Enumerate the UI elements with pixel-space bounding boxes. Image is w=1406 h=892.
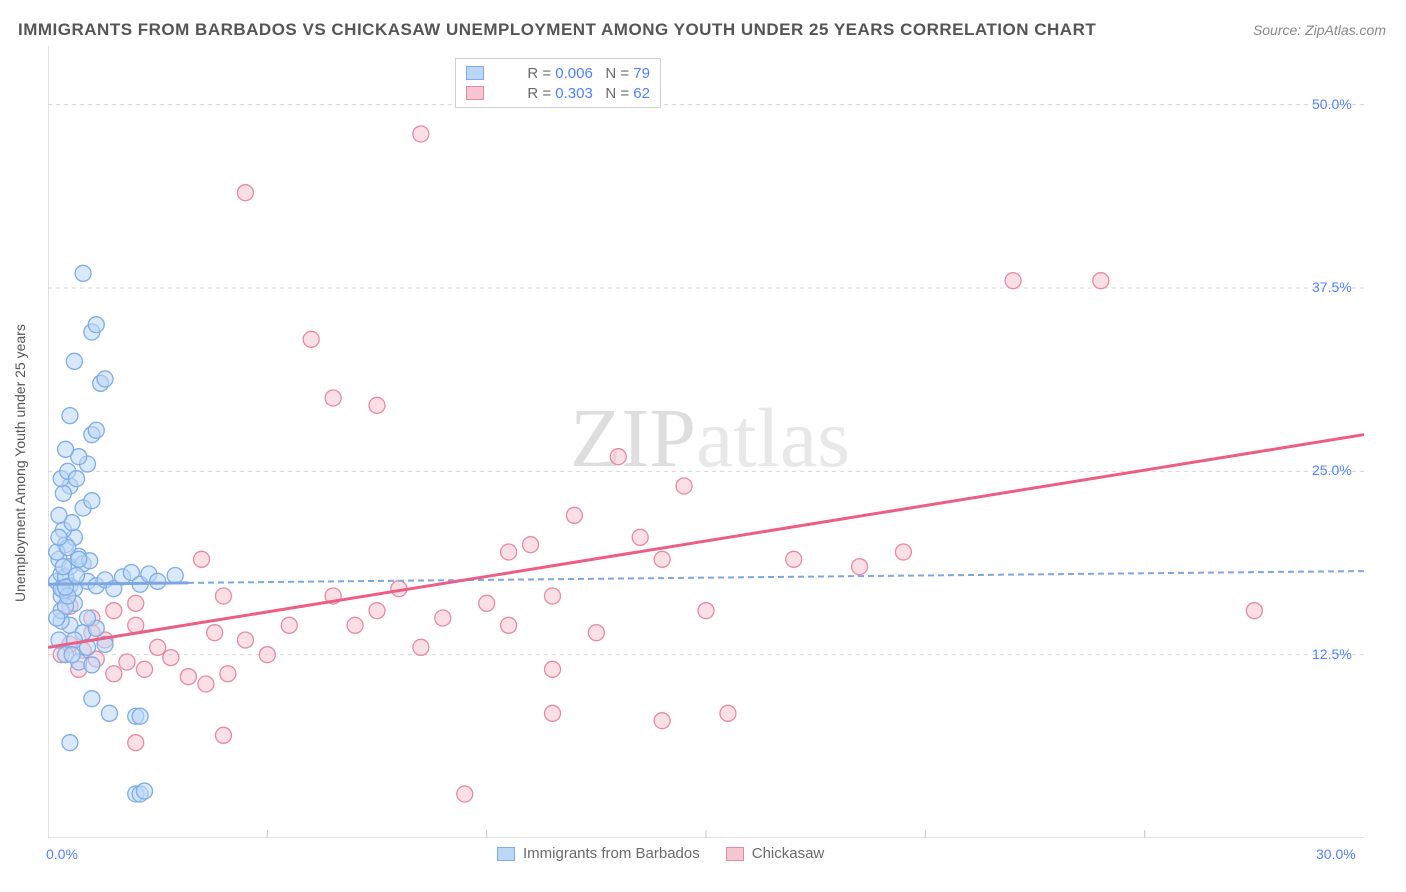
axis-tick-label: 30.0% [1316, 846, 1356, 862]
scatter-plot [48, 46, 1364, 838]
axis-tick-label: 37.5% [1312, 279, 1352, 295]
legend-stats-text-pink: R = 0.303 N = 62 [494, 68, 650, 119]
y-axis-label: Unemployment Among Youth under 25 years [12, 324, 28, 602]
legend-bottom-swatch-pink [726, 847, 744, 861]
axis-tick-label: 50.0% [1312, 96, 1352, 112]
axis-tick-label: 0.0% [46, 846, 78, 862]
legend-item-blue: Immigrants from Barbados [497, 845, 700, 862]
legend-stats: R = 0.006 N = 79 R = 0.303 N = 62 [455, 58, 661, 108]
legend-item-pink: Chickasaw [726, 845, 825, 862]
chart-title: IMMIGRANTS FROM BARBADOS VS CHICKASAW UN… [18, 20, 1096, 40]
legend-label-pink: Chickasaw [752, 845, 825, 862]
legend-series: Immigrants from Barbados Chickasaw [497, 845, 824, 862]
legend-swatch-blue [466, 66, 484, 80]
axis-tick-label: 25.0% [1312, 462, 1352, 478]
legend-label-blue: Immigrants from Barbados [523, 845, 700, 862]
legend-bottom-swatch-blue [497, 847, 515, 861]
source-label: Source: ZipAtlas.com [1253, 22, 1386, 38]
axis-tick-label: 12.5% [1312, 646, 1352, 662]
legend-swatch-pink [466, 86, 484, 100]
legend-stats-row-pink: R = 0.303 N = 62 [466, 83, 650, 103]
chart-container: IMMIGRANTS FROM BARBADOS VS CHICKASAW UN… [0, 0, 1406, 892]
